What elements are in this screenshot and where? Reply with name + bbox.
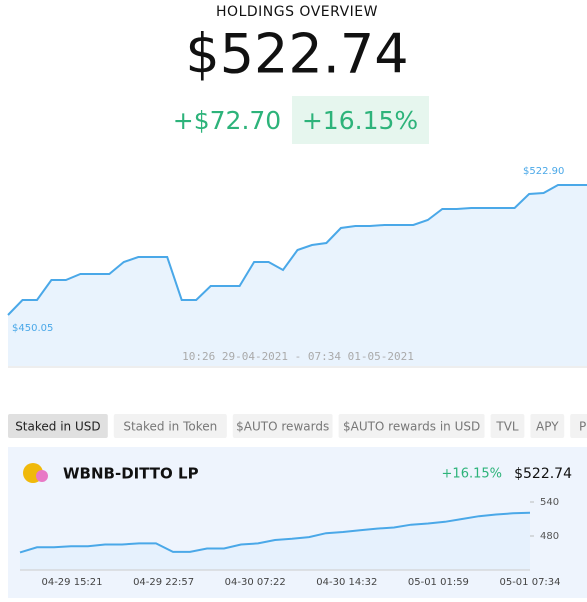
tab-label: Price [579,420,587,434]
x-tick-label: 05-01 01:59 [408,577,469,588]
main-chart-shadow [8,366,587,368]
time-range: 10:26 29-04-2021 - 07:34 01-05-2021 [182,350,414,363]
tab[interactable] [113,414,227,438]
x-tick-label: 04-29 15:21 [41,577,102,588]
x-tick-label: 04-29 22:57 [133,577,194,588]
x-tick-label: 04-30 07:22 [225,577,286,588]
pool-name: WBNB-DITTO LP [63,465,199,483]
y-tick-label: 540 [540,497,559,508]
percent: +16.15% [302,106,418,135]
line [7,184,587,316]
area [8,185,587,366]
title: HOLDINGS OVERVIEW [216,4,378,20]
pool-icon-2 [36,470,48,482]
tab-label: Staked in Token [123,420,217,434]
max-label: $522.90 [523,166,564,177]
line [19,511,531,554]
tab-label: TVL [495,420,519,434]
x-tick-label: 04-30 14:32 [316,577,377,588]
total-value: $522.74 [185,23,408,86]
y-tick-label: 480 [540,531,559,542]
tab[interactable] [8,414,108,438]
tab[interactable] [338,414,485,438]
tab-label: APY [536,420,559,434]
tab-label: $AUTO rewards in USD [343,420,480,434]
tab[interactable] [232,414,333,438]
percent-badge [292,96,429,144]
tab-label: Staked in USD [15,420,100,434]
pool-percent: +16.15% [442,467,502,482]
x-tick-label: 05-01 07:34 [499,577,560,588]
tab-label: $AUTO rewards [236,420,329,434]
change: +$72.70 [173,106,281,135]
tab[interactable] [530,414,565,438]
pool-value: $522.74 [514,466,572,482]
min-label: $450.05 [12,323,53,334]
tab[interactable] [490,414,525,438]
tab[interactable] [570,414,587,438]
